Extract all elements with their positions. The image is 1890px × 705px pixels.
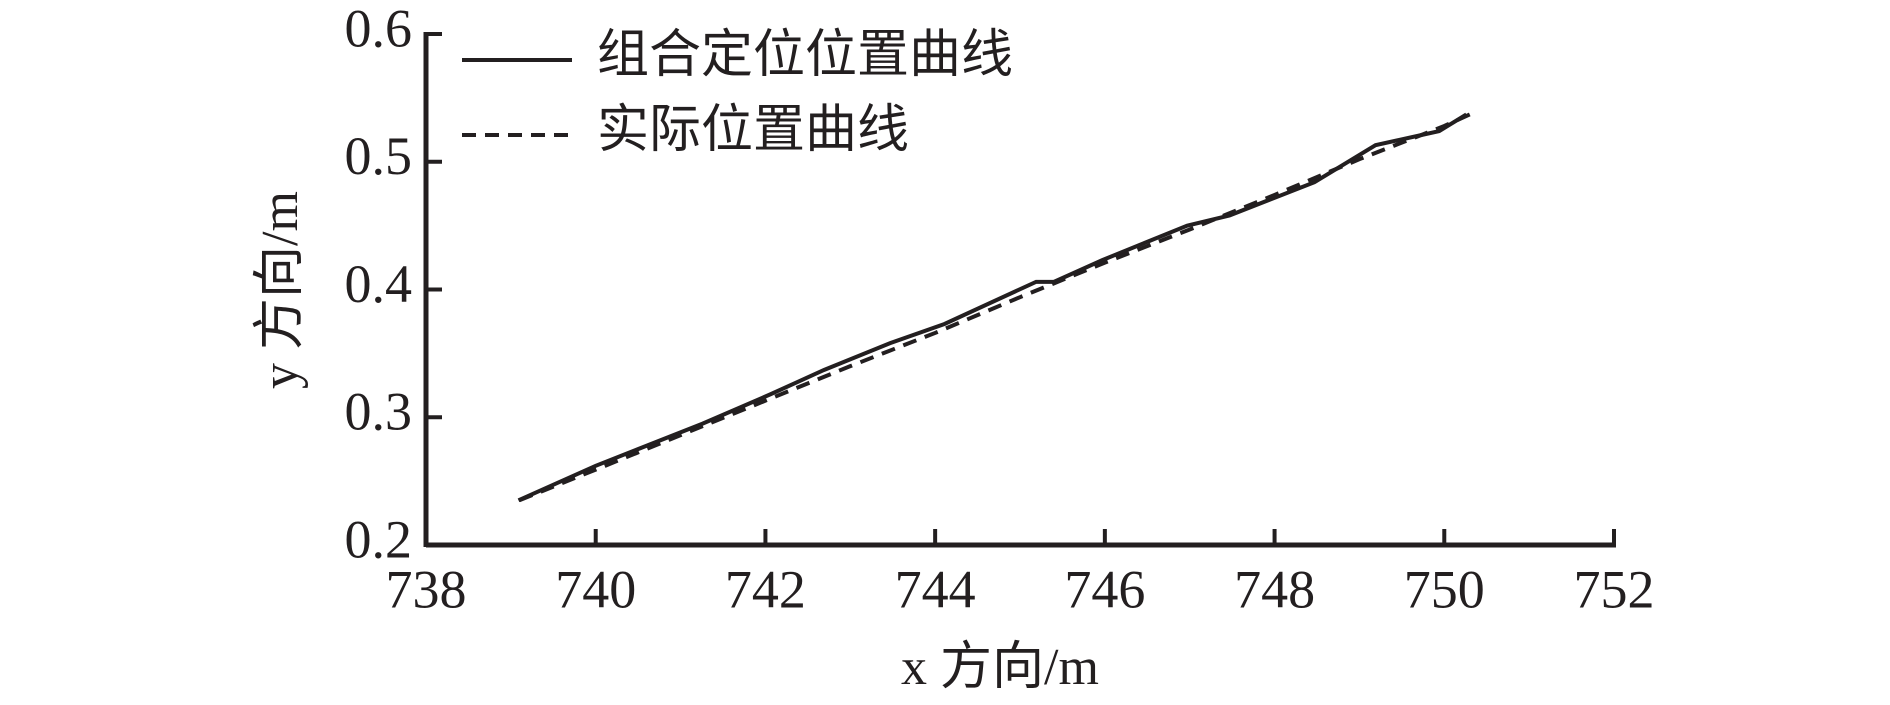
series-line [518, 112, 1471, 503]
y-tick-label: 0.2 [345, 509, 413, 569]
x-axis-label: x 方向/m [901, 639, 1099, 696]
legend-label: 实际位置曲线 [597, 102, 909, 159]
y-axis-label: y 方向/m [252, 191, 309, 389]
x-tick-label: 750 [1404, 559, 1485, 619]
x-tick-label: 744 [895, 559, 976, 619]
legend-label: 组合定位位置曲线 [597, 27, 1013, 84]
y-tick-label: 0.5 [345, 126, 413, 186]
x-tick-label: 742 [725, 559, 806, 619]
x-tick-label: 748 [1234, 559, 1315, 619]
y-tick-label: 0.6 [345, 0, 413, 58]
x-tick-label: 752 [1574, 559, 1655, 619]
y-tick-label: 0.3 [345, 382, 413, 442]
x-tick-label: 740 [555, 559, 636, 619]
y-tick-label: 0.4 [345, 254, 413, 314]
series-line [517, 112, 1468, 503]
x-tick-label: 746 [1064, 559, 1145, 619]
x-tick-label: 738 [386, 559, 467, 619]
